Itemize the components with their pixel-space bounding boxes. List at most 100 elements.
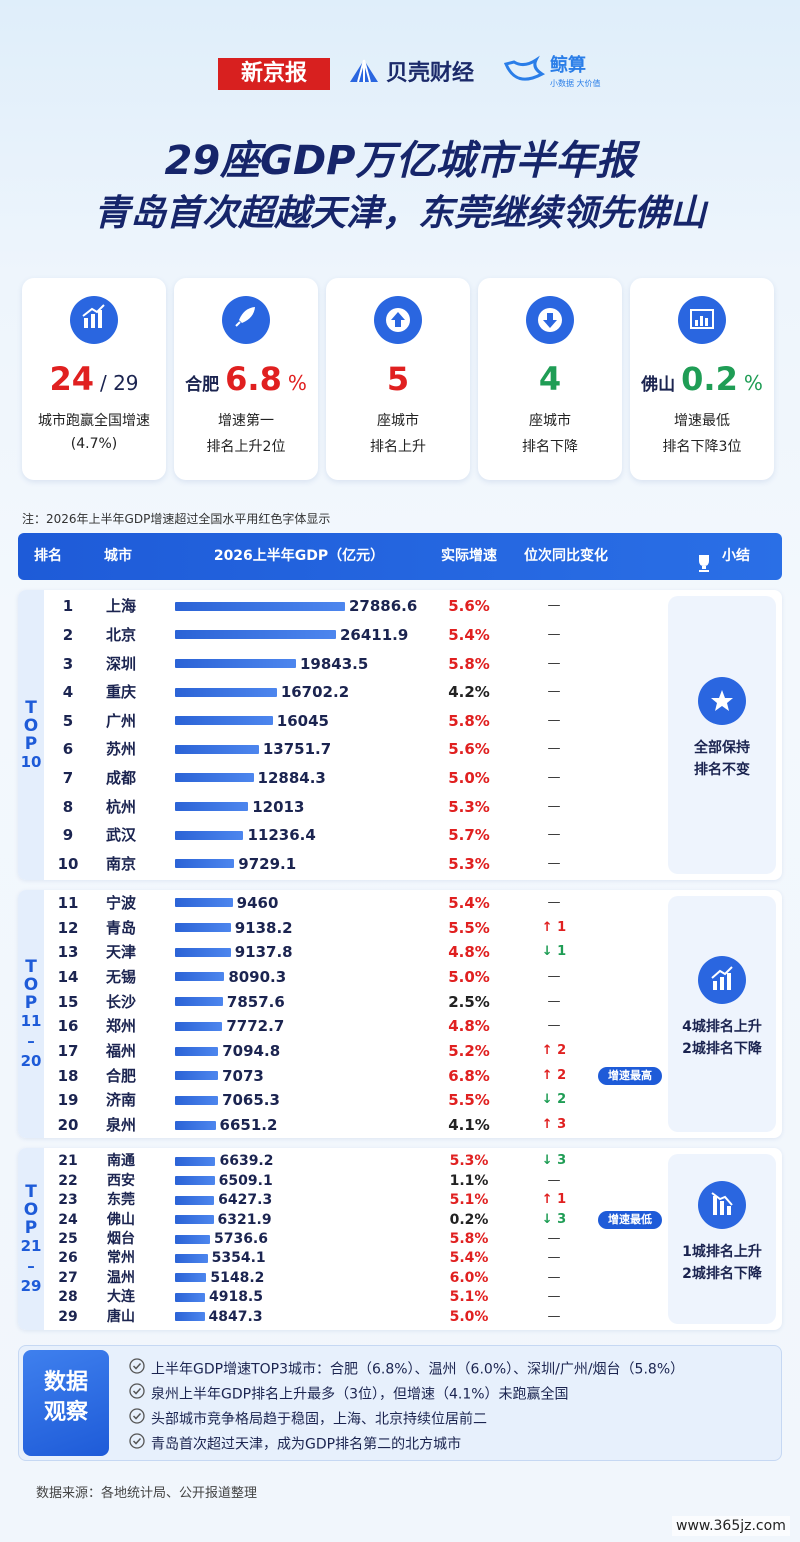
growth: 5.0% [449,1308,489,1325]
card-value: 4 [538,360,562,398]
card-label: 增速最低 [674,413,730,429]
city: 南通 [107,1153,135,1170]
rank: 28 [58,1289,78,1306]
group-label: TOP 11 – 20 [18,890,44,1138]
rank-change: — [547,741,561,757]
growth: 5.8% [449,1231,489,1247]
city: 大连 [107,1289,135,1306]
badge: 增速最高 [598,1066,662,1085]
rank-change: — [547,626,561,642]
card-sub: 排名上升2位 [206,439,286,455]
rank-change: — [547,993,561,1009]
gdp-value: 5354.1 [211,1250,266,1267]
column-header-text: 位次同比变化 [524,548,608,564]
growth: 6.8% [448,1066,490,1085]
city: 泉州 [105,1116,136,1135]
gdp-bar [175,1215,214,1225]
city: 佛山 [107,1211,135,1228]
note: 注：2026年上半年GDP增速超过全国水平用红色字体显示 [22,512,331,526]
summary-icon [698,956,746,1004]
gdp-bar [175,1234,210,1244]
rank: 11 [57,893,79,912]
growth: 2.5% [448,992,490,1011]
summary-text: 2城排名下降 [682,1266,762,1282]
city: 广州 [105,711,136,730]
card-label: 座城市 [377,413,419,429]
city: 西安 [107,1172,135,1189]
column-header: 实际增速 [428,533,510,580]
rank-change: — [547,1018,561,1034]
growth: 5.3% [448,854,490,873]
rank: 24 [58,1211,78,1228]
summary-text: 全部保持 [694,740,750,756]
rank-change: ↑ 3 [541,1117,567,1133]
check-icon [129,1383,145,1406]
rank-change: — [547,769,561,785]
rank-change: ↓ 2 [541,1092,567,1108]
logo-bkcj: 贝壳财经 [386,61,475,86]
check-icon [129,1358,145,1381]
rank: 25 [58,1231,78,1247]
stat-card: 5 座城市 排名上升 [326,278,470,480]
growth: 1.1% [449,1172,489,1189]
city: 青岛 [105,918,136,937]
rank: 14 [57,967,79,986]
group-label: TOP 21 – 29 [18,1148,44,1330]
table-group: TOP 21–29 21 南通 6639.2 5.3% ↓ 3 22 西安 6509.1 1.1% —… [18,1148,782,1330]
column-header: 小结 [668,533,778,580]
card-value: 6.8 [225,360,282,398]
card-value: 0.2 [681,360,738,398]
card-suffix: % [287,371,307,395]
rank-change: — [547,1289,561,1305]
city: 重庆 [105,683,136,702]
card-icon [374,296,422,344]
gdp-bar [175,898,233,908]
card-label: 城市跑赢全国增速 [38,413,150,429]
gdp-value: 12884.3 [257,768,326,787]
growth: 4.8% [448,1017,490,1036]
gdp-bar [175,1046,219,1056]
observation-box: 数据 观察 上半年GDP增速TOP3城市：合肥（6.8%）、温州（6.0%）、深圳/… [18,1345,782,1461]
gdp-bar [175,947,231,957]
gdp-value: 6651.2 [219,1116,278,1135]
rank: 4 [62,683,74,702]
growth: 4.2% [448,683,490,702]
logo-shell-icon [346,56,382,88]
group-summary: 全部保持 排名不变 [668,596,776,874]
gdp-bar [175,744,259,754]
rank-change: ↑ 1 [541,919,567,935]
city: 东莞 [107,1192,135,1209]
rank-change: — [547,968,561,984]
rank-change: — [547,1231,561,1246]
gdp-bar [175,630,336,640]
table-header: 排名 城市 2026上半年GDP（亿元） 实际增速 位次同比变化 小结 [18,533,782,580]
rank: 20 [57,1116,79,1135]
group-label-part: TOP [21,1182,41,1236]
rank-change: — [547,1269,561,1285]
rank-change: ↓ 3 [541,1211,567,1227]
gdp-value: 7065.3 [222,1091,280,1110]
gdp-value: 7094.8 [222,1042,281,1061]
stat-card: 24/ 29 城市跑赢全国增速 (4.7%) [22,278,166,480]
gdp-value: 9460 [236,893,279,912]
card-prefix: 合肥 [185,375,220,395]
card-icon [526,296,574,344]
gdp-value: 26411.9 [340,625,409,644]
group-summary: 4城排名上升 2城排名下降 [668,896,776,1132]
group-label-part: – [27,1032,35,1050]
rank-change: ↑ 2 [541,1067,567,1083]
growth: 5.4% [448,893,490,912]
column-header-text: 排名 [34,548,62,564]
rank: 22 [58,1172,78,1189]
gdp-bar [175,1195,215,1205]
gdp-value: 7857.6 [226,992,285,1011]
trophy-icon [694,546,714,572]
growth: 4.1% [448,1116,490,1135]
growth: 5.1% [449,1192,489,1209]
card-value: 5 [386,360,410,398]
gdp-bar [175,1292,205,1302]
growth: 5.8% [448,654,490,673]
gdp-value: 9138.2 [234,918,293,937]
rank: 5 [62,711,74,730]
city: 唐山 [107,1308,135,1325]
